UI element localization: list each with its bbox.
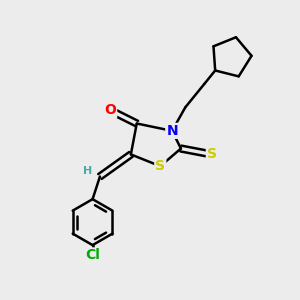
Text: S: S — [155, 159, 165, 173]
Text: Cl: Cl — [85, 248, 100, 262]
Text: S: S — [207, 147, 217, 161]
Text: N: N — [166, 124, 178, 138]
Text: O: O — [104, 103, 116, 117]
Text: H: H — [83, 166, 92, 176]
